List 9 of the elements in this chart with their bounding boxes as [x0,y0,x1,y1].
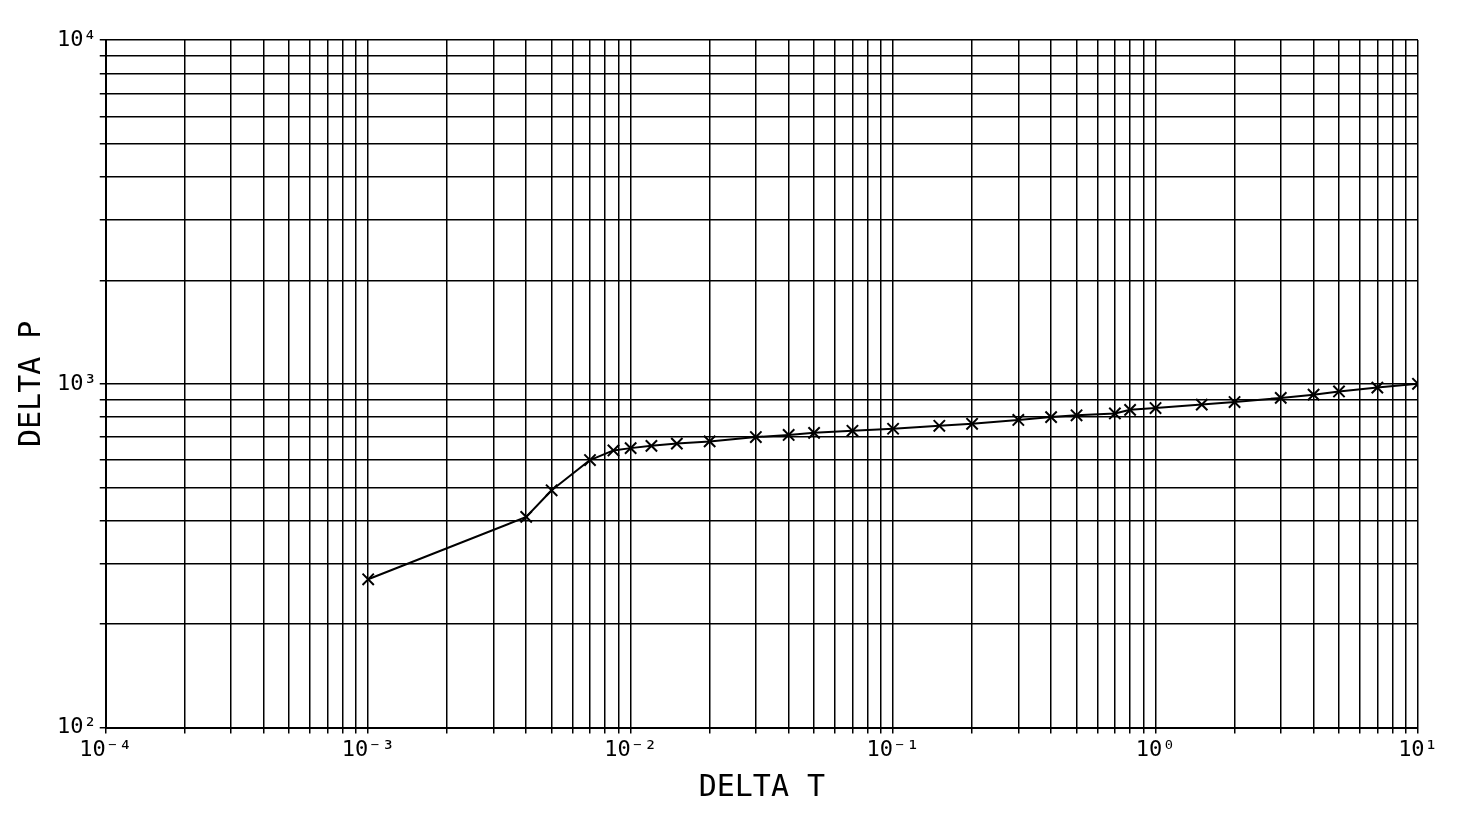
y-tick-label: 10³ [56,369,97,395]
y-axis-title: DELTA P [11,320,47,448]
y-tick-label: 10⁴ [56,25,97,51]
x-axis-title: DELTA T [698,767,826,803]
x-tick-label: 10⁰ [1135,735,1176,761]
x-tick-label: 10⁻³ [341,735,395,761]
x-tick-label: 10¹ [1398,735,1438,761]
x-tick-label: 10⁻¹ [866,735,920,761]
x-tick-label: 10⁻² [604,735,658,761]
